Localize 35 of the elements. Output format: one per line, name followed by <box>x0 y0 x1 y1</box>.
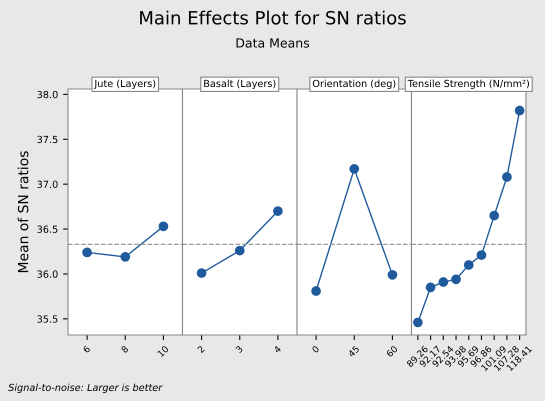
x-tick-label: 10 <box>157 345 169 358</box>
point <box>464 260 474 270</box>
point <box>120 252 130 262</box>
x-tick-label: 60 <box>386 345 398 358</box>
point <box>476 250 486 260</box>
point <box>158 222 168 232</box>
point <box>413 318 423 328</box>
x-tick-label: 6 <box>82 345 91 354</box>
point <box>502 172 512 182</box>
x-tick-label: 8 <box>120 345 129 354</box>
point <box>451 274 461 284</box>
y-tick-label: 37.5 <box>37 136 58 144</box>
y-tick-label: 36.5 <box>37 226 58 233</box>
point <box>426 282 436 292</box>
x-tick-label: 45 <box>348 345 360 358</box>
x-tick-label: 2 <box>197 345 205 354</box>
text: Signal-to-noise: Larger is better <box>8 384 163 393</box>
chart-title: Basalt (Layers) <box>204 80 276 89</box>
y-tick-label: 35.5 <box>37 315 58 323</box>
chart-title: Orientation (deg) <box>312 80 396 89</box>
point <box>438 277 448 287</box>
text: Main Effects Plot for SN ratios <box>140 10 406 25</box>
y-axis-title: Mean of SN ratios <box>18 151 28 272</box>
y-tick-label: 38.0 <box>37 90 58 98</box>
point <box>82 248 92 258</box>
y-tick-label: 37.0 <box>37 180 58 188</box>
y-tick-label: 36.0 <box>37 270 58 278</box>
text: Data Means <box>236 38 310 48</box>
chart-title: Tensile Strength (N/mm²) <box>408 80 529 89</box>
chart-title: Jute (Layers) <box>94 80 156 89</box>
point <box>489 210 500 220</box>
point <box>514 106 524 116</box>
x-tick-label: 3 <box>235 345 244 354</box>
x-tick-label: 4 <box>273 345 282 354</box>
x-tick-label: 0 <box>311 345 320 354</box>
